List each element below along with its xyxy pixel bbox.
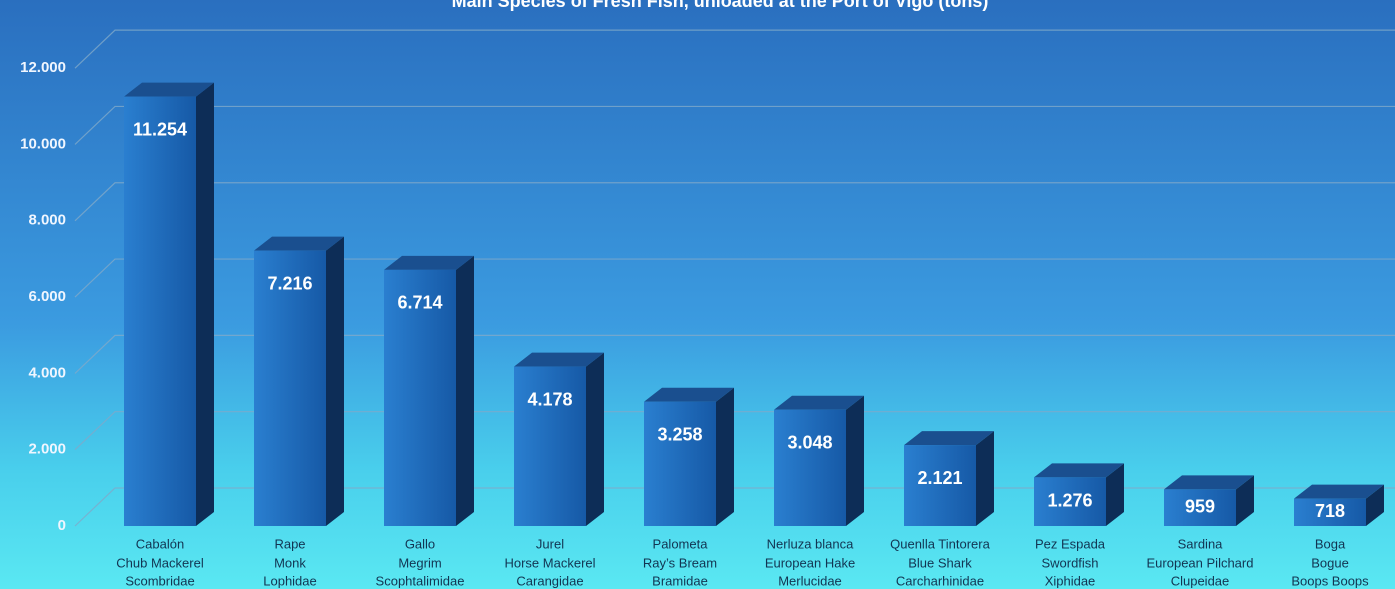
grid-line	[74, 334, 1395, 374]
x-tick-english: Swordfish	[1041, 555, 1098, 570]
grid-line	[74, 258, 1395, 298]
bar-top	[1164, 475, 1254, 490]
value-label: 718	[1315, 501, 1345, 521]
bar-top	[124, 82, 214, 97]
x-tick-family: Boops Boops	[1291, 573, 1369, 588]
bar-side	[326, 236, 344, 527]
x-tick-family: Scophtalimidae	[376, 573, 465, 588]
value-label: 959	[1185, 496, 1215, 516]
x-tick-english: Monk	[274, 555, 306, 570]
x-tick-family: Xiphidae	[1045, 573, 1096, 588]
grid-line	[74, 411, 1395, 451]
x-tick-english: Ray’s Bream	[643, 555, 717, 570]
x-tick-label: Cabalón	[136, 536, 184, 551]
x-tick-english: Chub Mackerel	[116, 555, 204, 570]
bar-side	[586, 352, 604, 526]
bar	[124, 96, 196, 527]
bar	[774, 409, 846, 526]
x-tick-label: Gallo	[405, 536, 435, 551]
bar-side	[1366, 484, 1384, 526]
bar-side	[1236, 475, 1254, 526]
x-tick-label: Boga	[1315, 536, 1346, 551]
value-label: 1.276	[1047, 490, 1092, 510]
bar	[384, 269, 456, 526]
bar	[514, 366, 586, 526]
x-tick-english: Megrim	[398, 555, 441, 570]
bar-top	[384, 255, 474, 270]
x-tick-label: Rape	[274, 536, 305, 551]
x-tick-family: Bramidae	[652, 573, 708, 588]
bar	[1294, 498, 1366, 526]
y-tick-label: 0	[58, 517, 66, 534]
y-tick-label: 10.000	[20, 135, 66, 152]
x-tick-english: Horse Mackerel	[504, 555, 595, 570]
y-tick-label: 12.000	[20, 59, 66, 76]
bar-side	[846, 395, 864, 526]
x-tick-english: European Pilchard	[1147, 555, 1254, 570]
y-tick-label: 4.000	[28, 364, 66, 381]
x-tick-english: Bogue	[1311, 555, 1349, 570]
value-label: 2.121	[917, 468, 962, 488]
bar	[644, 401, 716, 526]
x-tick-english: Blue Shark	[908, 555, 972, 570]
x-tick-family: Merlucidae	[778, 573, 842, 588]
bar-top	[1034, 463, 1124, 478]
bar-side	[196, 82, 214, 527]
grid-line	[74, 105, 1395, 145]
x-tick-family: Scombridae	[125, 573, 194, 588]
value-label: 7.216	[267, 273, 312, 293]
bar-top	[1294, 484, 1384, 499]
y-tick-label: 8.000	[28, 212, 66, 229]
x-tick-label: Jurel	[536, 536, 564, 551]
bar-side	[976, 431, 994, 526]
y-tick-label: 2.000	[28, 441, 66, 458]
bar	[904, 445, 976, 526]
x-tick-label: Nerluza blanca	[767, 536, 854, 551]
bar	[254, 250, 326, 527]
x-tick-family: Clupeidae	[1171, 573, 1230, 588]
x-tick-label: Sardina	[1178, 536, 1224, 551]
bar	[1034, 477, 1106, 526]
x-tick-family: Lophidae	[263, 573, 317, 588]
bar-top	[514, 352, 604, 367]
grid-line	[74, 29, 1395, 69]
x-tick-label: Pez Espada	[1035, 536, 1106, 551]
bar-top	[254, 236, 344, 251]
bar-side	[456, 255, 474, 526]
x-tick-family: Carangidae	[516, 573, 583, 588]
value-label: 6.714	[397, 293, 442, 313]
grid-line	[74, 182, 1395, 222]
bar-top	[644, 387, 734, 402]
x-tick-label: Quenlla Tintorera	[890, 536, 990, 551]
bar-side	[716, 387, 734, 526]
bar-top	[904, 431, 994, 446]
x-tick-english: European Hake	[765, 555, 855, 570]
y-tick-label: 6.000	[28, 288, 66, 305]
bar-side	[1106, 463, 1124, 526]
value-label: 3.258	[657, 424, 702, 444]
x-tick-family: Carcharhinidae	[896, 573, 984, 588]
x-tick-label: Palometa	[653, 536, 709, 551]
chart-title: Main Species of Fresh Fish, unloaded at …	[452, 0, 989, 11]
value-label: 3.048	[787, 432, 832, 452]
bar-top	[774, 395, 864, 410]
bar	[1164, 489, 1236, 526]
value-label: 4.178	[527, 389, 572, 409]
value-label: 11.254	[133, 119, 187, 139]
